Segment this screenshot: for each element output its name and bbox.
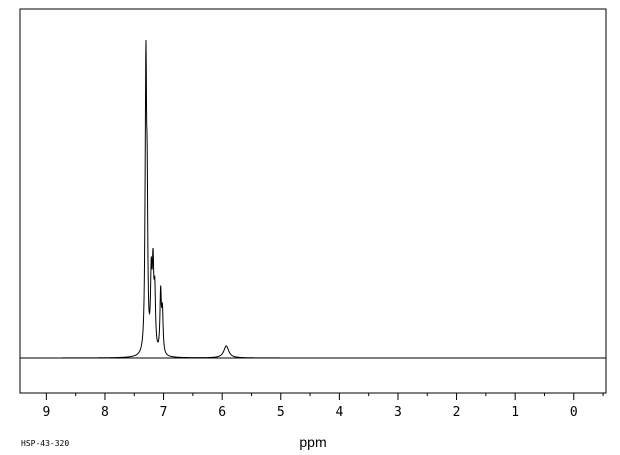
plot-frame — [19, 8, 607, 394]
x-tick-label: 1 — [511, 405, 519, 420]
x-axis-title: ppm — [299, 434, 326, 450]
x-tick-label: 5 — [277, 405, 285, 420]
x-tick-label: 0 — [570, 405, 578, 420]
x-tick-label: 2 — [453, 405, 461, 420]
x-tick-label: 9 — [42, 405, 50, 420]
x-axis-tick-labels: 9 8 7 6 5 4 3 2 1 0 — [42, 405, 577, 420]
x-tick-label: 3 — [394, 405, 402, 420]
x-tick-label: 8 — [101, 405, 109, 420]
x-axis-ticks — [45, 393, 604, 400]
sample-code: HSP-43-320 — [21, 439, 69, 448]
x-tick-label: 4 — [335, 405, 343, 420]
x-tick-label: 7 — [160, 405, 168, 420]
spectrum-line — [20, 39, 606, 359]
x-tick-label: 6 — [218, 405, 226, 420]
